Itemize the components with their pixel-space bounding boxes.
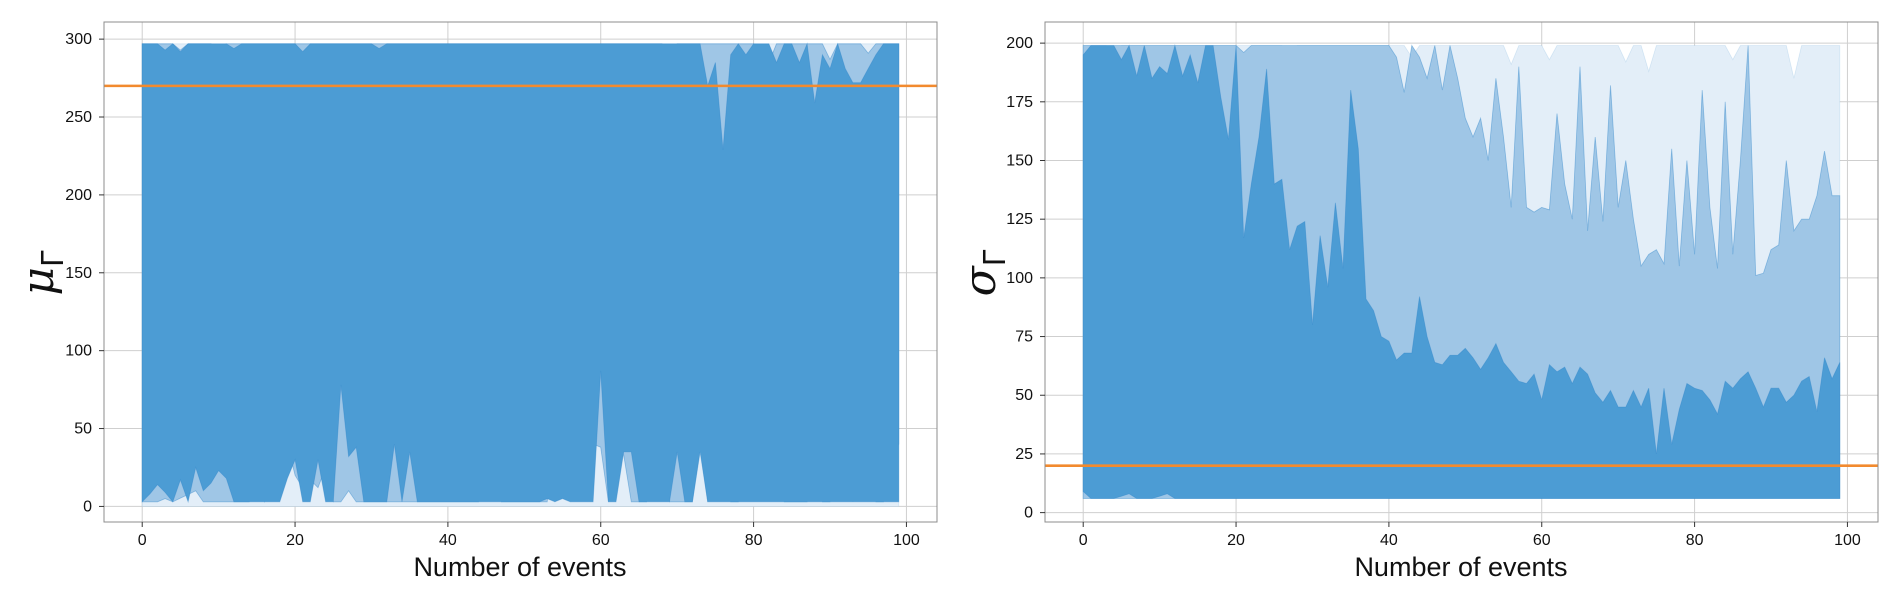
mu-band-inner: [141, 42, 900, 504]
sigma-x-tick-label: 20: [1227, 532, 1245, 549]
sigma-y-tick-label: 125: [1006, 211, 1033, 228]
mu-x-tick-label: 40: [439, 532, 457, 549]
mu-x-axis-label: Number of events: [413, 552, 626, 582]
sigma-x-tick-label: 0: [1079, 532, 1088, 549]
sigma-x-axis-label: Number of events: [1354, 552, 1567, 582]
mu-y-tick-label: 300: [65, 31, 92, 48]
mu-y-tick-label: 50: [74, 421, 92, 438]
mu-y-tick-label: 100: [65, 343, 92, 360]
sigma-band-inner: [1082, 43, 1841, 499]
sigma-y-tick-label: 175: [1006, 94, 1033, 111]
sigma-axes-frame: [1044, 21, 1879, 523]
mu-x-tick-label: 80: [745, 532, 763, 549]
mu-y-axis-label: μΓ: [13, 250, 71, 296]
mu-axes-frame: [103, 21, 938, 523]
sigma-x-tick-label: 80: [1686, 532, 1704, 549]
mu-x-tick-label: 60: [592, 532, 610, 549]
sigma-y-tick-label: 100: [1006, 270, 1033, 287]
sigma-x-tick-label: 40: [1380, 532, 1398, 549]
mu-y-tick-label: 200: [65, 187, 92, 204]
mu-plot-area: 0 20 40 60 80 100 0 50 100 150 200 250 300: [65, 21, 938, 549]
sigma-y-tick-label: 200: [1006, 35, 1033, 52]
sigma-y-tick-label: 0: [1024, 505, 1033, 522]
sigma-y-axis-label: σΓ: [955, 249, 1013, 296]
mu-y-tick-label: 150: [65, 265, 92, 282]
sigma-y-tick-label: 25: [1015, 446, 1033, 463]
sigma-x-tick-label: 60: [1533, 532, 1551, 549]
mu-x-tick-label: 0: [138, 532, 147, 549]
sigma-y-tick-label: 150: [1006, 152, 1033, 169]
mu-y-axis-symbol: μ: [13, 267, 64, 296]
sigma-plot-area: 0 20 40 60 80 100 0 25 50 75 100 125 150 175 200: [1006, 21, 1879, 549]
mu-x-tick-label: 20: [286, 532, 304, 549]
chart-sigma-gamma: 0 20 40 60 80 100 0 25 50 75 100 125 150 175 200 Numbe…: [955, 21, 1879, 582]
chart-mu-gamma: 0 20 40 60 80 100 0 50 100 150 200 250 300 Number of…: [13, 21, 938, 582]
mu-x-tick-label: 100: [893, 532, 920, 549]
mu-y-tick-label: 0: [83, 498, 92, 515]
sigma-y-tick-label: 50: [1015, 387, 1033, 404]
mu-y-tick-label: 250: [65, 109, 92, 126]
sigma-y-axis-symbol: σ: [955, 264, 1006, 296]
sigma-x-tick-label: 100: [1834, 532, 1861, 549]
sigma-y-axis-subscript: Γ: [978, 249, 1013, 266]
mu-y-axis-subscript: Γ: [36, 250, 71, 267]
sigma-y-tick-label: 75: [1015, 329, 1033, 346]
